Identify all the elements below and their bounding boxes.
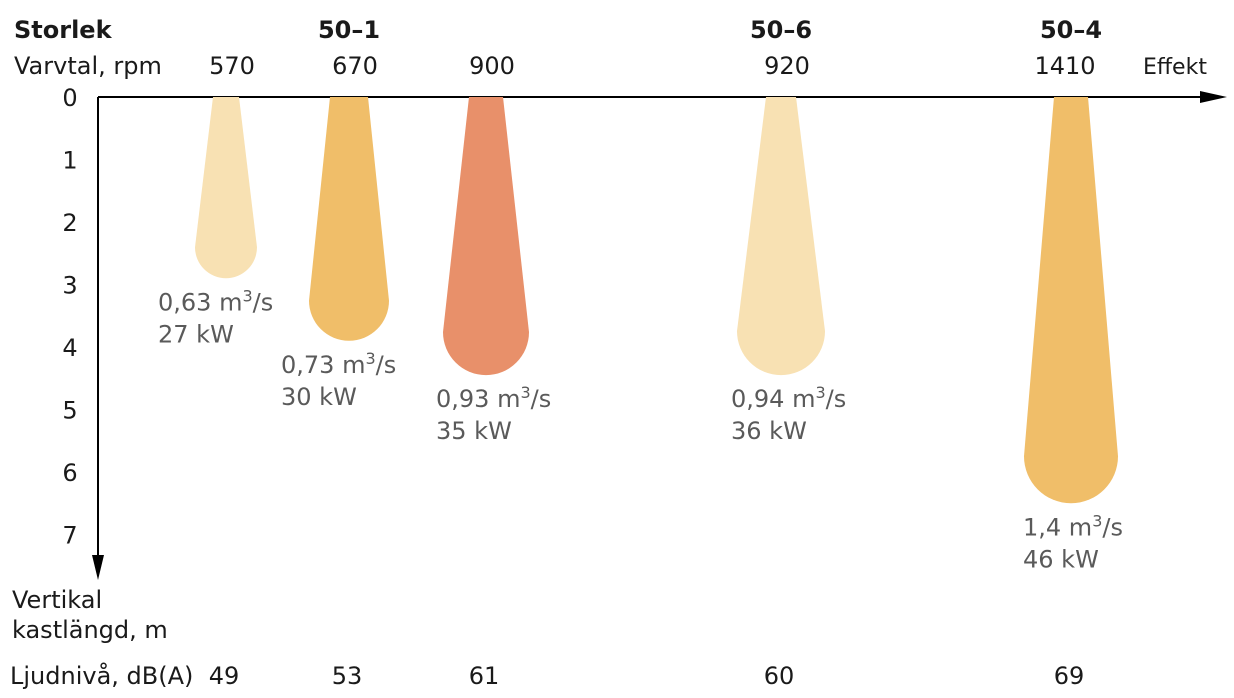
airflow-label: 0,93 m3/s <box>436 383 551 413</box>
plume-shape <box>195 97 257 279</box>
sound-level-label: 69 <box>1054 662 1085 690</box>
size-label: 50–4 <box>1040 16 1102 44</box>
y-axis-label-line2: kastlängd, m <box>12 616 168 644</box>
sound-level-label: 49 <box>209 662 240 690</box>
plume-shape <box>737 97 825 376</box>
power-label: 27 kW <box>158 320 234 348</box>
airflow-label: 0,63 m3/s <box>158 286 273 316</box>
power-label: 35 kW <box>436 417 512 445</box>
airflow-label: 0,94 m3/s <box>731 383 846 413</box>
sound-level-label: 60 <box>764 662 795 690</box>
sound-level-label: 53 <box>332 662 363 690</box>
y-tick-label: 1 <box>62 147 77 175</box>
power-label: 36 kW <box>731 417 807 445</box>
rpm-label: 900 <box>469 52 515 80</box>
size-label: 50–6 <box>750 16 812 44</box>
size-row-label: Storlek <box>14 16 113 44</box>
y-tick-label: 6 <box>62 459 77 487</box>
rpm-label: 570 <box>209 52 255 80</box>
y-tick-label: 5 <box>62 397 77 425</box>
rpm-label: 670 <box>332 52 378 80</box>
plumes: 570 0,63 m3/s 27 kW 49 50–1 670 0,73 m3/s 30 kW… <box>158 16 1123 690</box>
power-label: 46 kW <box>1023 545 1099 573</box>
y-axis-arrow <box>92 555 104 580</box>
sound-level-label: 61 <box>469 662 500 690</box>
y-axis-label-line1: Vertikal <box>12 586 102 614</box>
airflow-label: 0,73 m3/s <box>281 349 396 379</box>
y-ticks: 0 1 2 3 4 5 6 7 <box>62 84 77 550</box>
y-tick-label: 2 <box>62 209 77 237</box>
airflow-label: 1,4 m3/s <box>1023 511 1123 541</box>
power-label: 30 kW <box>281 383 357 411</box>
rpm-label: 920 <box>764 52 810 80</box>
effect-axis-label: Effekt <box>1143 55 1207 80</box>
plume-shape <box>309 97 389 341</box>
size-label: 50–1 <box>318 16 380 44</box>
sound-row-label: Ljudnivå, dB(A) <box>10 661 193 690</box>
x-axis-arrow <box>1200 91 1227 103</box>
y-tick-label: 7 <box>62 522 77 550</box>
rpm-row-label: Varvtal, rpm <box>14 52 162 80</box>
plume-shape <box>443 97 529 376</box>
y-tick-label: 3 <box>62 272 77 300</box>
y-tick-label: 0 <box>62 84 77 112</box>
rpm-label: 1410 <box>1034 52 1095 80</box>
y-tick-label: 4 <box>62 334 77 362</box>
plume-shape <box>1024 97 1118 504</box>
